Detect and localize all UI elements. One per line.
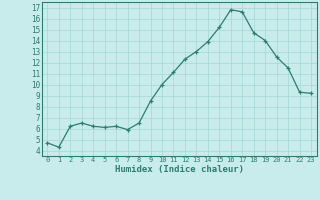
X-axis label: Humidex (Indice chaleur): Humidex (Indice chaleur) bbox=[115, 165, 244, 174]
